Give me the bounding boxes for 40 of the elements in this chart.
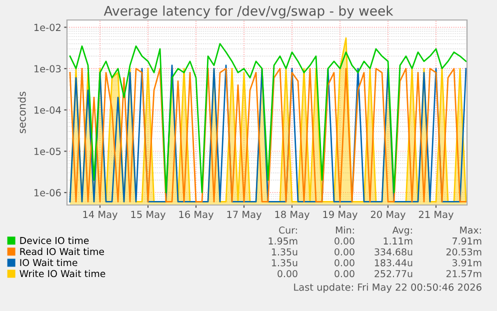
- text: Avg:: [392, 226, 412, 236]
- text: 0.00: [278, 270, 298, 278]
- y-tick-label: 1e-02: [34, 24, 60, 32]
- y-tick-label: 1e-03: [34, 65, 61, 72]
- text: Last update: Fri May 22 00:50:46 2026: [294, 283, 482, 293]
- legend-label: Device IO time: [20, 236, 89, 244]
- y-tick-label: 1e-04: [34, 106, 61, 114]
- text: 1.11m: [384, 238, 412, 244]
- text: 1.35u: [272, 248, 298, 256]
- text: Cur:: [279, 226, 297, 234]
- text: 0.00: [334, 259, 354, 266]
- y-tick-label: 1e-06: [34, 189, 61, 196]
- x-tick-label: 15 May: [131, 210, 166, 220]
- y-tick-label: 1e-05: [34, 148, 61, 156]
- y-axis-title: seconds: [18, 92, 26, 134]
- text: 1.35u: [272, 259, 298, 266]
- text: 334.68u: [374, 248, 412, 256]
- x-tick-label: 14 May: [83, 210, 118, 220]
- text: 252.77u: [374, 270, 412, 278]
- text: 0.00: [334, 270, 354, 278]
- text: 7.91m: [452, 237, 482, 245]
- legend-label: Write IO Wait time: [20, 270, 106, 278]
- x-tick-label: 21 May: [418, 210, 454, 220]
- x-tick-label: 19 May: [323, 210, 358, 220]
- text: 0.00: [334, 237, 354, 245]
- text: 0.00: [334, 248, 354, 256]
- legend-label: IO Wait time: [20, 258, 78, 266]
- chart-title: Average latency for /dev/vg/swap - by week: [104, 6, 394, 18]
- text: 20.53m: [446, 248, 482, 256]
- text: 1.95m: [268, 237, 298, 245]
- legend-label: Read IO Wait time: [20, 248, 104, 256]
- text: Min:: [336, 226, 354, 234]
- x-tick-label: 20 May: [370, 210, 406, 220]
- text: 183.44u: [375, 259, 412, 266]
- x-tick-label: 17 May: [227, 210, 262, 220]
- x-tick-label: 16 May: [179, 210, 214, 220]
- text: Max:: [460, 226, 481, 234]
- text: 21.57m: [446, 270, 482, 278]
- x-tick-label: 18 May: [275, 210, 310, 220]
- text: 3.91m: [452, 259, 482, 266]
